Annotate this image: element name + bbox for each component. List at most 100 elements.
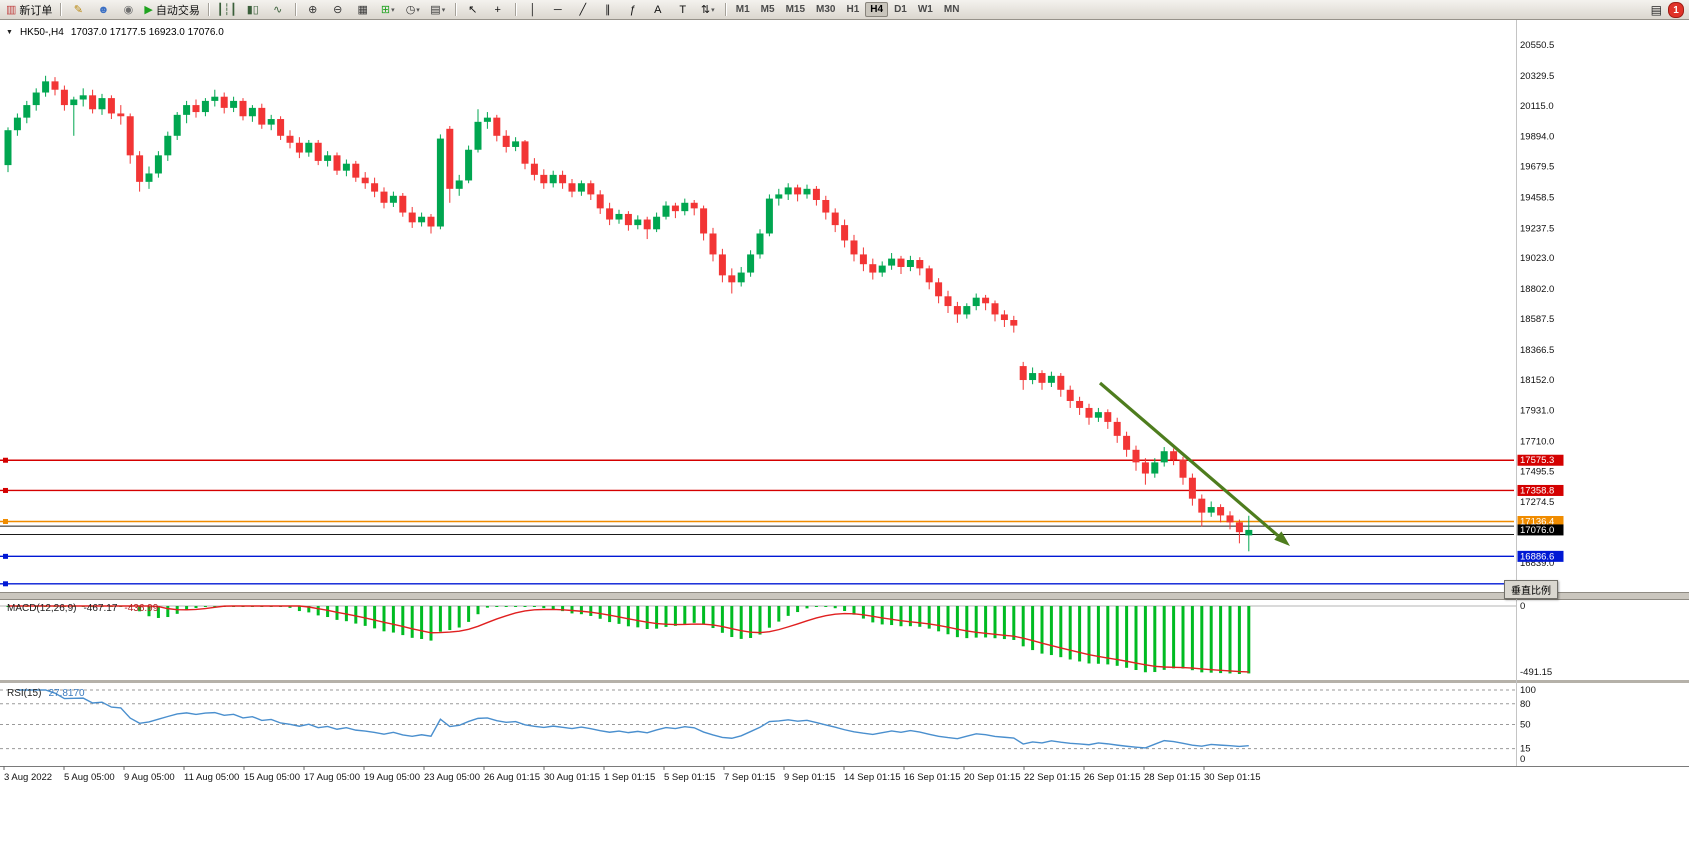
templates-menu[interactable]: ▤ ▾	[426, 1, 450, 19]
candle-body	[183, 105, 191, 115]
bar-chart-type-icon[interactable]: ┃┆┃	[214, 1, 240, 19]
timeframe-W1[interactable]: W1	[917, 4, 933, 15]
candle-body	[765, 198, 773, 234]
price-axis-label-chip	[1517, 524, 1564, 536]
timeframe-MN[interactable]: MN	[943, 4, 960, 15]
candle-body	[455, 180, 463, 189]
auto-trading-button[interactable]: ▶ 自动交易	[141, 1, 202, 19]
rsi-axis-label: 15	[1520, 744, 1531, 755]
macd-histogram-bar	[673, 606, 677, 626]
candle-body	[1151, 462, 1159, 474]
candle-body	[13, 117, 21, 131]
macd-histogram-bar	[1078, 606, 1082, 662]
arrow-objects-icon: ⇅	[700, 3, 711, 16]
trend-arrow-object[interactable]	[1098, 381, 1290, 546]
text-icon[interactable]: A	[646, 1, 670, 19]
macd-histogram-bar	[438, 606, 442, 632]
fibonacci-icon[interactable]: ƒ	[621, 1, 645, 19]
macd-histogram-bar	[814, 606, 818, 607]
price-axis-tick: 20550.5	[1520, 40, 1554, 51]
rsi-axis-label: 0	[1520, 754, 1525, 765]
timeframe-H4[interactable]: H4	[865, 2, 889, 17]
macd-histogram-bar	[1049, 606, 1053, 656]
text-label-icon[interactable]: T	[671, 1, 695, 19]
timeframe-D1[interactable]: D1	[894, 4, 907, 15]
chart-ohlc-values: 17037.0 17177.5 16923.0 17076.0	[70, 27, 224, 38]
chart-area: 20550.5 20329.5 20115.0 19894.0 19679.5 19458…	[0, 20, 1689, 849]
crosshair-icon[interactable]: +	[486, 1, 510, 19]
price-axis-tick: 17931.0	[1520, 406, 1554, 417]
horizontal-line-icon: ─	[553, 3, 562, 16]
price-axis[interactable]: 20550.5 20329.5 20115.0 19894.0 19679.5 19458…	[1517, 40, 1564, 765]
macd-histogram-bar	[363, 606, 367, 626]
symbol-expander-icon[interactable]: ▼	[6, 29, 13, 36]
macd-histogram-bar	[156, 606, 160, 618]
zoom-in-icon[interactable]: ⊕	[301, 1, 325, 19]
timeframe-M30[interactable]: M30	[816, 4, 836, 15]
macd-histogram-bar	[1096, 606, 1100, 664]
equidistant-channel-icon[interactable]: ∥	[596, 1, 620, 19]
time-axis-label: 16 Sep 01:15	[904, 772, 961, 783]
macd-histogram-bar	[495, 606, 499, 607]
vertical-line-icon[interactable]: │	[521, 1, 545, 19]
new-order-button[interactable]: ▥ 新订单	[3, 1, 55, 19]
zoom-out-icon: ⊖	[333, 3, 343, 16]
timeframe-H1[interactable]: H1	[846, 4, 860, 15]
timeframe-M15[interactable]: M15	[785, 4, 806, 15]
candle-body	[549, 174, 557, 184]
macd-histogram-bar	[354, 606, 358, 624]
timeframe-M5[interactable]: M5	[760, 4, 775, 15]
candle-body	[728, 275, 736, 283]
arrows-menu[interactable]: ⇅ ▾	[696, 1, 720, 19]
candle-body	[107, 98, 115, 114]
candle-body	[1198, 498, 1206, 513]
refresh-icon[interactable]: ◉	[116, 1, 140, 19]
candle-body	[991, 303, 999, 315]
line-handle[interactable]	[3, 518, 8, 524]
line-handle[interactable]	[3, 457, 8, 463]
trendline-icon[interactable]: ╱	[571, 1, 595, 19]
notification-badge[interactable]: 1	[1668, 2, 1684, 18]
macd-histogram-bar	[758, 606, 762, 635]
cursor-icon[interactable]: ↖	[461, 1, 485, 19]
time-axis-label: 17 Aug 05:00	[304, 772, 360, 783]
candle-body	[963, 306, 971, 315]
line-handle[interactable]	[3, 487, 8, 493]
price-chart-canvas[interactable]: 20550.5 20329.5 20115.0 19894.0 19679.5 19458…	[0, 20, 1689, 849]
periods-menu[interactable]: ◷ ▾	[401, 1, 425, 19]
line-handle[interactable]	[3, 553, 8, 559]
horizontal-line-icon[interactable]: ─	[546, 1, 570, 19]
main-toolbar: ▥ 新订单 ✎ ☻ ◉ ▶ 自动交易 ┃┆┃ ▮▯ ∿ ⊕ ⊖ ▦ ⊞ ▾ ◷ ▾ ▤ ▾ ↖ + │ ─ ╱ ∥ ƒ A T ⇅ ▾ M1…	[0, 0, 1689, 20]
candle-body	[427, 216, 435, 227]
candle-body	[709, 233, 717, 255]
macd-histogram-bar	[890, 606, 894, 626]
candle-body	[653, 216, 661, 230]
macd-histogram-bar	[1059, 606, 1063, 658]
macd-histogram-bar	[429, 606, 433, 641]
line-handle[interactable]	[3, 581, 8, 587]
window-menu-icon[interactable]: ▤	[1650, 3, 1662, 17]
panel-divider[interactable]	[0, 680, 1689, 683]
time-axis[interactable]: 3 Aug 2022 5 Aug 05:00 9 Aug 05:00 11 Aug 0…	[3, 766, 1261, 783]
tile-windows-icon[interactable]: ▦	[351, 1, 375, 19]
community-icon[interactable]: ☻	[91, 1, 115, 19]
candle-body	[51, 81, 59, 90]
panel-splitter[interactable]	[0, 592, 1689, 600]
timeframe-M1[interactable]: M1	[735, 4, 750, 15]
macd-histogram-bar	[1228, 606, 1232, 674]
price-axis-tick: 19894.0	[1520, 132, 1554, 143]
macd-histogram-bar	[1106, 606, 1110, 665]
candle-body	[305, 142, 313, 153]
macd-histogram-bar	[1134, 606, 1138, 671]
line-chart-type-icon[interactable]: ∿	[266, 1, 290, 19]
zoom-out-icon[interactable]: ⊖	[326, 1, 350, 19]
candle-body	[897, 258, 905, 267]
candle-body	[1076, 400, 1084, 408]
toolbar-separator	[724, 3, 726, 16]
candle-body	[859, 254, 867, 265]
indicators-menu[interactable]: ⊞ ▾	[376, 1, 400, 19]
candle-body	[418, 216, 426, 223]
candlestick-type-icon[interactable]: ▮▯	[241, 1, 265, 19]
candle-body	[267, 119, 275, 125]
screenshot-icon[interactable]: ✎	[66, 1, 90, 19]
